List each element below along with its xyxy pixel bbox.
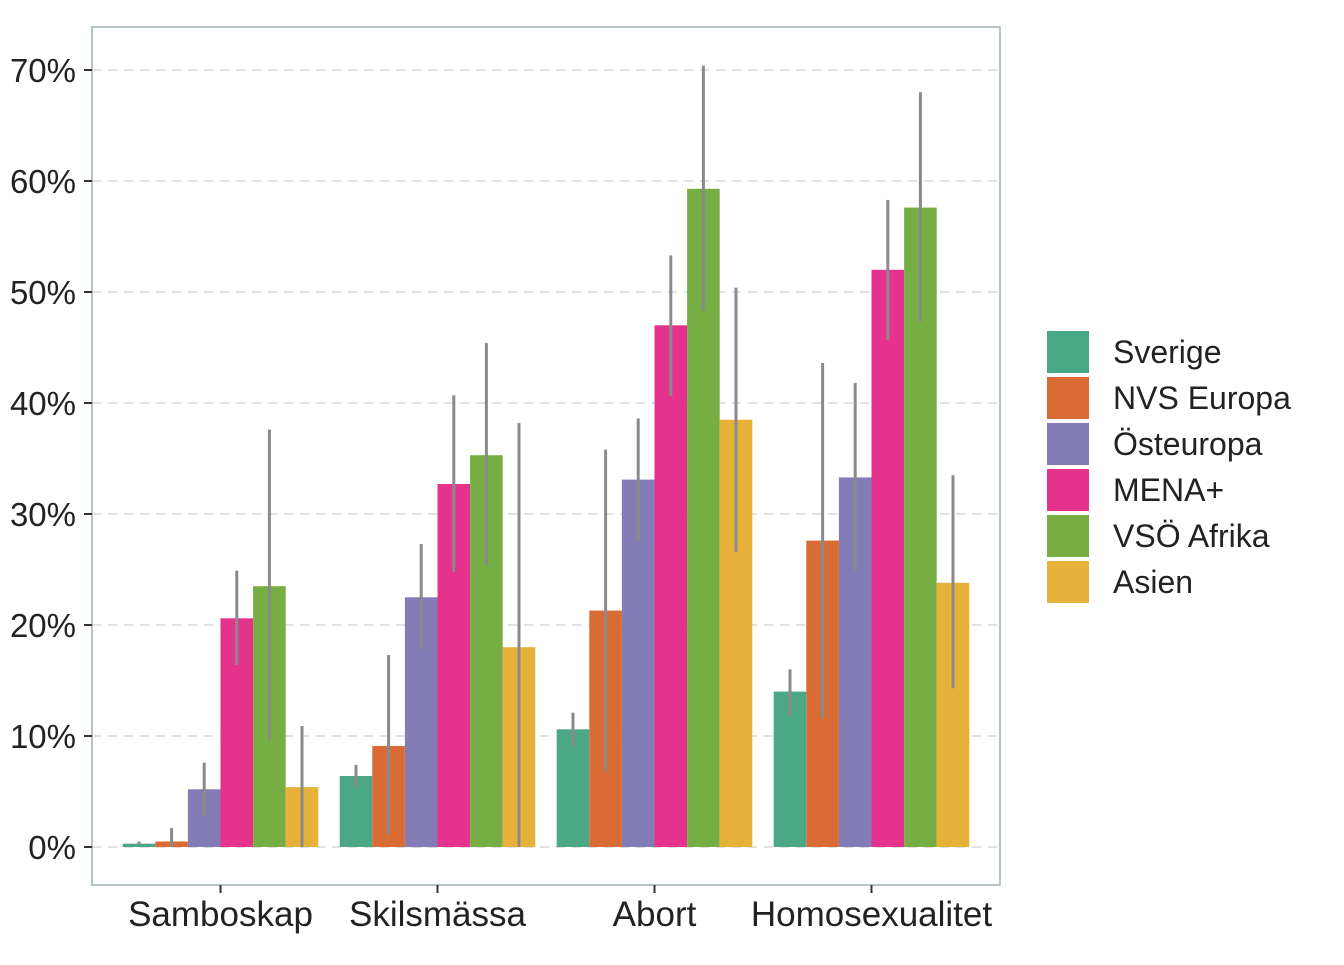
x-tick-label: Homosexualitet: [751, 895, 992, 934]
legend-item: Sverige: [1047, 331, 1222, 373]
legend-swatch: [1047, 377, 1089, 419]
bar: [122, 843, 156, 847]
y-tick-label: 60%: [10, 163, 76, 200]
legend-swatch: [1047, 561, 1089, 603]
legend-label: Sverige: [1113, 334, 1222, 370]
legend-item: NVS Europa: [1047, 377, 1291, 419]
legend-item: Asien: [1047, 561, 1193, 603]
legend-item: Östeuropa: [1047, 423, 1263, 465]
y-tick-label: 0%: [28, 829, 76, 866]
x-tick-label: Samboskap: [128, 895, 313, 934]
y-tick-label: 10%: [10, 718, 76, 755]
legend-swatch: [1047, 423, 1089, 465]
legend-label: Asien: [1113, 564, 1193, 600]
legend: Sverige NVS Europa Östeuropa MENA+ VSÖ Afrik…: [1047, 331, 1291, 603]
legend-item: VSÖ Afrika: [1047, 515, 1270, 557]
legend-swatch: [1047, 331, 1089, 373]
x-tick-label: Skilsmässa: [349, 895, 527, 934]
bar: [773, 691, 807, 847]
error-bar-layer: [137, 65, 955, 847]
y-tick-label: 50%: [10, 274, 76, 311]
y-tick-label: 30%: [10, 496, 76, 533]
legend-label: VSÖ Afrika: [1113, 518, 1270, 554]
legend-label: MENA+: [1113, 472, 1224, 508]
legend-label: Östeuropa: [1113, 426, 1263, 462]
bar: [556, 729, 590, 847]
x-tick-label: Abort: [613, 895, 697, 934]
legend-label: NVS Europa: [1113, 380, 1291, 416]
plot-panel-border: [91, 26, 1001, 886]
legend-swatch: [1047, 515, 1089, 557]
bar: [654, 325, 688, 847]
y-tick-label: 20%: [10, 607, 76, 644]
bar-layer: [122, 188, 970, 848]
legend-item: MENA+: [1047, 469, 1224, 511]
y-axis: 0% 10% 20% 30% 40% 50% 60% 70%: [10, 52, 92, 866]
bar: [871, 269, 905, 847]
y-tick-label: 70%: [10, 52, 76, 89]
y-tick-label: 40%: [10, 385, 76, 422]
bar: [339, 776, 373, 847]
legend-swatch: [1047, 469, 1089, 511]
x-axis: Samboskap Skilsmässa Abort Homosexualitet: [128, 885, 992, 934]
